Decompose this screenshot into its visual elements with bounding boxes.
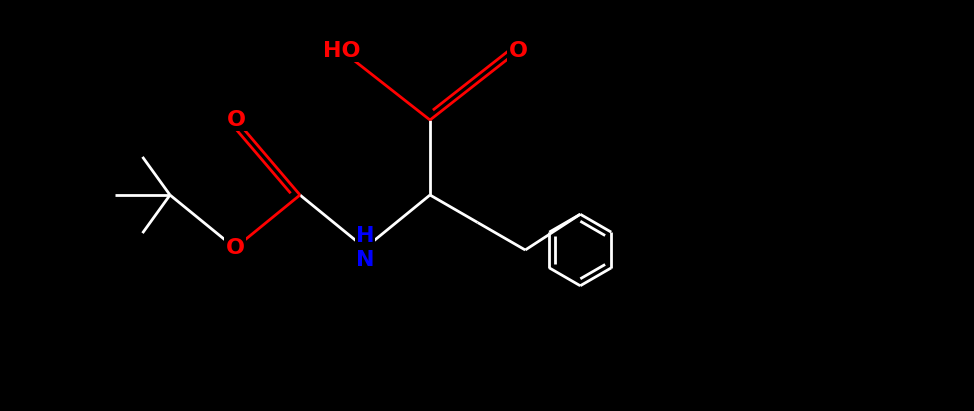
Text: H
N: H N [356,226,374,270]
Text: O: O [226,238,244,258]
Text: O: O [508,41,528,61]
Text: O: O [227,110,245,130]
Text: HO: HO [323,41,360,61]
